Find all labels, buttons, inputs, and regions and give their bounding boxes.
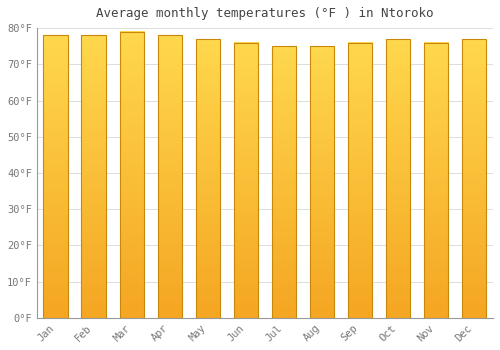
- Bar: [462, 39, 486, 318]
- Bar: [310, 46, 334, 318]
- Bar: [386, 39, 410, 318]
- Bar: [82, 35, 106, 318]
- Bar: [424, 43, 448, 318]
- Bar: [272, 46, 296, 318]
- Bar: [348, 43, 372, 318]
- Bar: [234, 43, 258, 318]
- Bar: [44, 35, 68, 318]
- Bar: [120, 32, 144, 318]
- Bar: [158, 35, 182, 318]
- Title: Average monthly temperatures (°F ) in Ntoroko: Average monthly temperatures (°F ) in Nt…: [96, 7, 434, 20]
- Bar: [196, 39, 220, 318]
